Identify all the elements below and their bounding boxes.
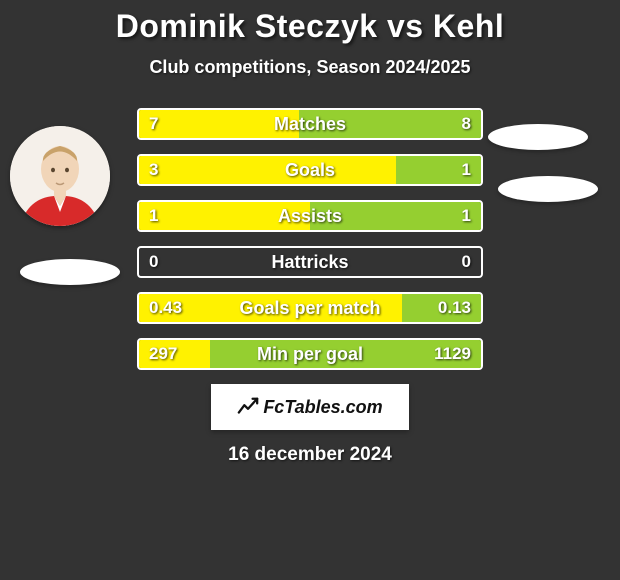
bar-value-left: 0.43	[149, 294, 182, 322]
stat-bar: 0.430.13Goals per match	[137, 292, 483, 324]
brand-badge[interactable]: FcTables.com	[211, 384, 409, 430]
stat-bar: 2971129Min per goal	[137, 338, 483, 370]
stat-bars: 78Matches31Goals11Assists00Hattricks0.43…	[137, 108, 483, 370]
club-badge-left	[20, 259, 120, 285]
bar-value-right: 8	[462, 110, 471, 138]
bar-value-right: 0	[462, 248, 471, 276]
bar-left-fill	[139, 156, 396, 184]
player-photo-icon	[10, 126, 110, 226]
bar-label: Hattricks	[139, 248, 481, 276]
bar-value-right: 1129	[434, 340, 471, 368]
club-badge-right-1	[488, 124, 588, 150]
bar-value-left: 1	[149, 202, 158, 230]
bar-right-fill	[310, 202, 481, 230]
bar-right-fill	[299, 110, 481, 138]
bar-value-left: 0	[149, 248, 158, 276]
bar-value-left: 297	[149, 340, 177, 368]
bar-value-right: 1	[462, 202, 471, 230]
chart-line-icon	[237, 396, 259, 418]
stat-bar: 0 0Hattricks	[137, 246, 483, 278]
bar-left-fill	[139, 202, 310, 230]
stat-bar: 78Matches	[137, 108, 483, 140]
bar-left-fill	[139, 110, 299, 138]
bar-value-right: 0.13	[438, 294, 471, 322]
stat-bar: 11Assists	[137, 200, 483, 232]
club-badge-right-2	[498, 176, 598, 202]
page-title: Dominik Steczyk vs Kehl	[0, 8, 620, 45]
bar-value-right: 1	[462, 156, 471, 184]
stat-bar: 31Goals	[137, 154, 483, 186]
comparison-card: Dominik Steczyk vs Kehl Club competition…	[0, 0, 620, 466]
page-subtitle: Club competitions, Season 2024/2025	[0, 57, 620, 78]
player-avatar-left	[10, 126, 110, 226]
brand-text: FcTables.com	[263, 397, 382, 418]
bar-value-left: 7	[149, 110, 158, 138]
date-text: 16 december 2024	[0, 444, 620, 466]
bar-value-left: 3	[149, 156, 158, 184]
